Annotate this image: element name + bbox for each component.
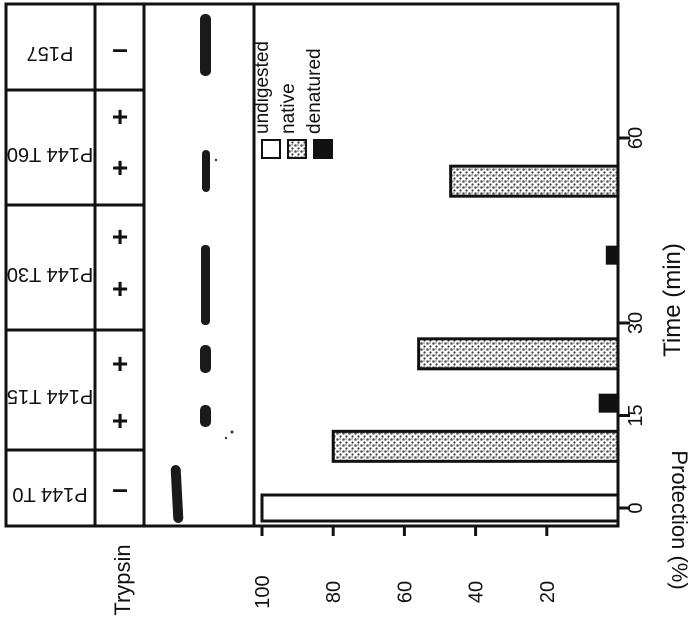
time-tick-label: 15: [625, 404, 647, 426]
lane-label-3-text: P144 T30: [7, 263, 93, 285]
gel-band-lane2: [200, 405, 211, 427]
lane-label-2-text: P144 T15: [7, 385, 93, 407]
trypsin-sign-lane4a: +: [112, 152, 128, 183]
legend-label-undigested: undigested: [252, 41, 273, 134]
trypsin-sign-lane3a: +: [112, 273, 128, 304]
gel-speck: [230, 430, 234, 434]
protection-tick-label: 60: [394, 581, 416, 603]
trypsin-sign-lane3b: +: [112, 221, 128, 252]
bar-undigested: [260, 493, 620, 523]
time-tick-label: 0: [625, 502, 647, 513]
time-axis: 0 15 30 60: [618, 127, 647, 514]
protection-tick-label-wrap: 100: [252, 575, 274, 608]
protection-axis-title: Protection (%): [667, 450, 690, 589]
bar-denatured: [605, 245, 620, 265]
trypsin-sign-lane1: –: [112, 473, 128, 504]
time-axis-title: Time (min): [659, 243, 686, 357]
lane-label-1: P144 T0: [12, 483, 87, 505]
time-tick-label: 30: [625, 312, 647, 334]
legend-label-denatured: denatured: [304, 48, 325, 134]
legend-swatch-native: [287, 139, 307, 159]
lane-label-4-text: P144 T60: [7, 143, 93, 165]
time-tick-label-wrap: 60: [625, 127, 647, 149]
gel-band-lane2b: [200, 345, 211, 373]
lane-label-3: P144 T30: [7, 263, 93, 285]
legend-swatch-undigested: [261, 139, 281, 159]
trypsin-sign-lane2b: +: [112, 348, 128, 379]
lane-label-5-text: P157: [27, 42, 74, 64]
trypsin-markers: – + + + + + + –: [112, 33, 128, 504]
gel-panel: P144 T0 P144 T15 P144 T30 P144 T60 P157 …: [4, 2, 256, 616]
bars: [260, 164, 620, 523]
time-tick-label-wrap: 30: [625, 312, 647, 334]
legend-label-native-wrap: native: [278, 83, 299, 134]
gel-band-lane1: [170, 465, 184, 523]
gel-band-lane3: [201, 245, 210, 325]
lane-label-2: P144 T15: [7, 385, 93, 407]
trypsin-sign-lane5: –: [112, 33, 128, 64]
lane-label-4: P144 T60: [7, 143, 93, 165]
legend-label-denatured-wrap: denatured: [304, 48, 325, 134]
gel-band-strip-border: [142, 2, 256, 528]
legend-swatch-denatured: [313, 139, 333, 159]
gel-speck: [224, 436, 228, 440]
trypsin-sign-lane2a: +: [112, 405, 128, 436]
time-tick-label: 60: [625, 127, 647, 149]
legend-item-denatured: denatured: [304, 48, 333, 159]
protection-tick-label: 80: [323, 581, 345, 603]
protection-tick-label-wrap: 40: [466, 581, 488, 603]
legend-label-undigested-wrap: undigested: [252, 41, 273, 134]
trypsin-sign-lane4b: +: [112, 101, 128, 132]
gel-bands: [170, 14, 234, 523]
bar-native: [417, 337, 620, 371]
gel-band-lane4: [202, 150, 210, 192]
legend-item-undigested: undigested: [252, 41, 281, 159]
protection-tick-label-wrap: 60: [394, 581, 416, 603]
time-axis-title-text: Time (min): [659, 243, 686, 357]
gel-band-lane5: [200, 14, 211, 76]
bar-native: [331, 429, 620, 463]
time-tick-label-wrap: 0: [625, 502, 647, 513]
bar-native: [449, 164, 620, 198]
protection-tick-label: 100: [252, 575, 274, 608]
protection-tick-label-wrap: 20: [537, 581, 559, 603]
protection-axis: 100 80 60 40 20: [252, 526, 559, 609]
trypsin-label: Trypsin: [110, 544, 135, 615]
protection-tick-label-wrap: 80: [323, 581, 345, 603]
chart: 100 80 60 40 20 0 15 30 60 Protection (%) Time …: [252, 2, 690, 609]
protection-tick-label: 40: [466, 581, 488, 603]
trypsin-label-text: Trypsin: [110, 544, 135, 615]
legend-item-native: native: [278, 83, 307, 159]
legend-label-native: native: [278, 83, 299, 134]
bar-denatured: [598, 393, 620, 413]
protection-axis-title-text: Protection (%): [667, 450, 690, 589]
lane-label-5: P157: [27, 42, 74, 64]
lane-label-1-text: P144 T0: [12, 483, 87, 505]
legend: undigested native denatured: [252, 41, 333, 159]
gel-speck: [214, 158, 218, 162]
protection-tick-label: 20: [537, 581, 559, 603]
time-tick-label-wrap: 15: [625, 404, 647, 426]
